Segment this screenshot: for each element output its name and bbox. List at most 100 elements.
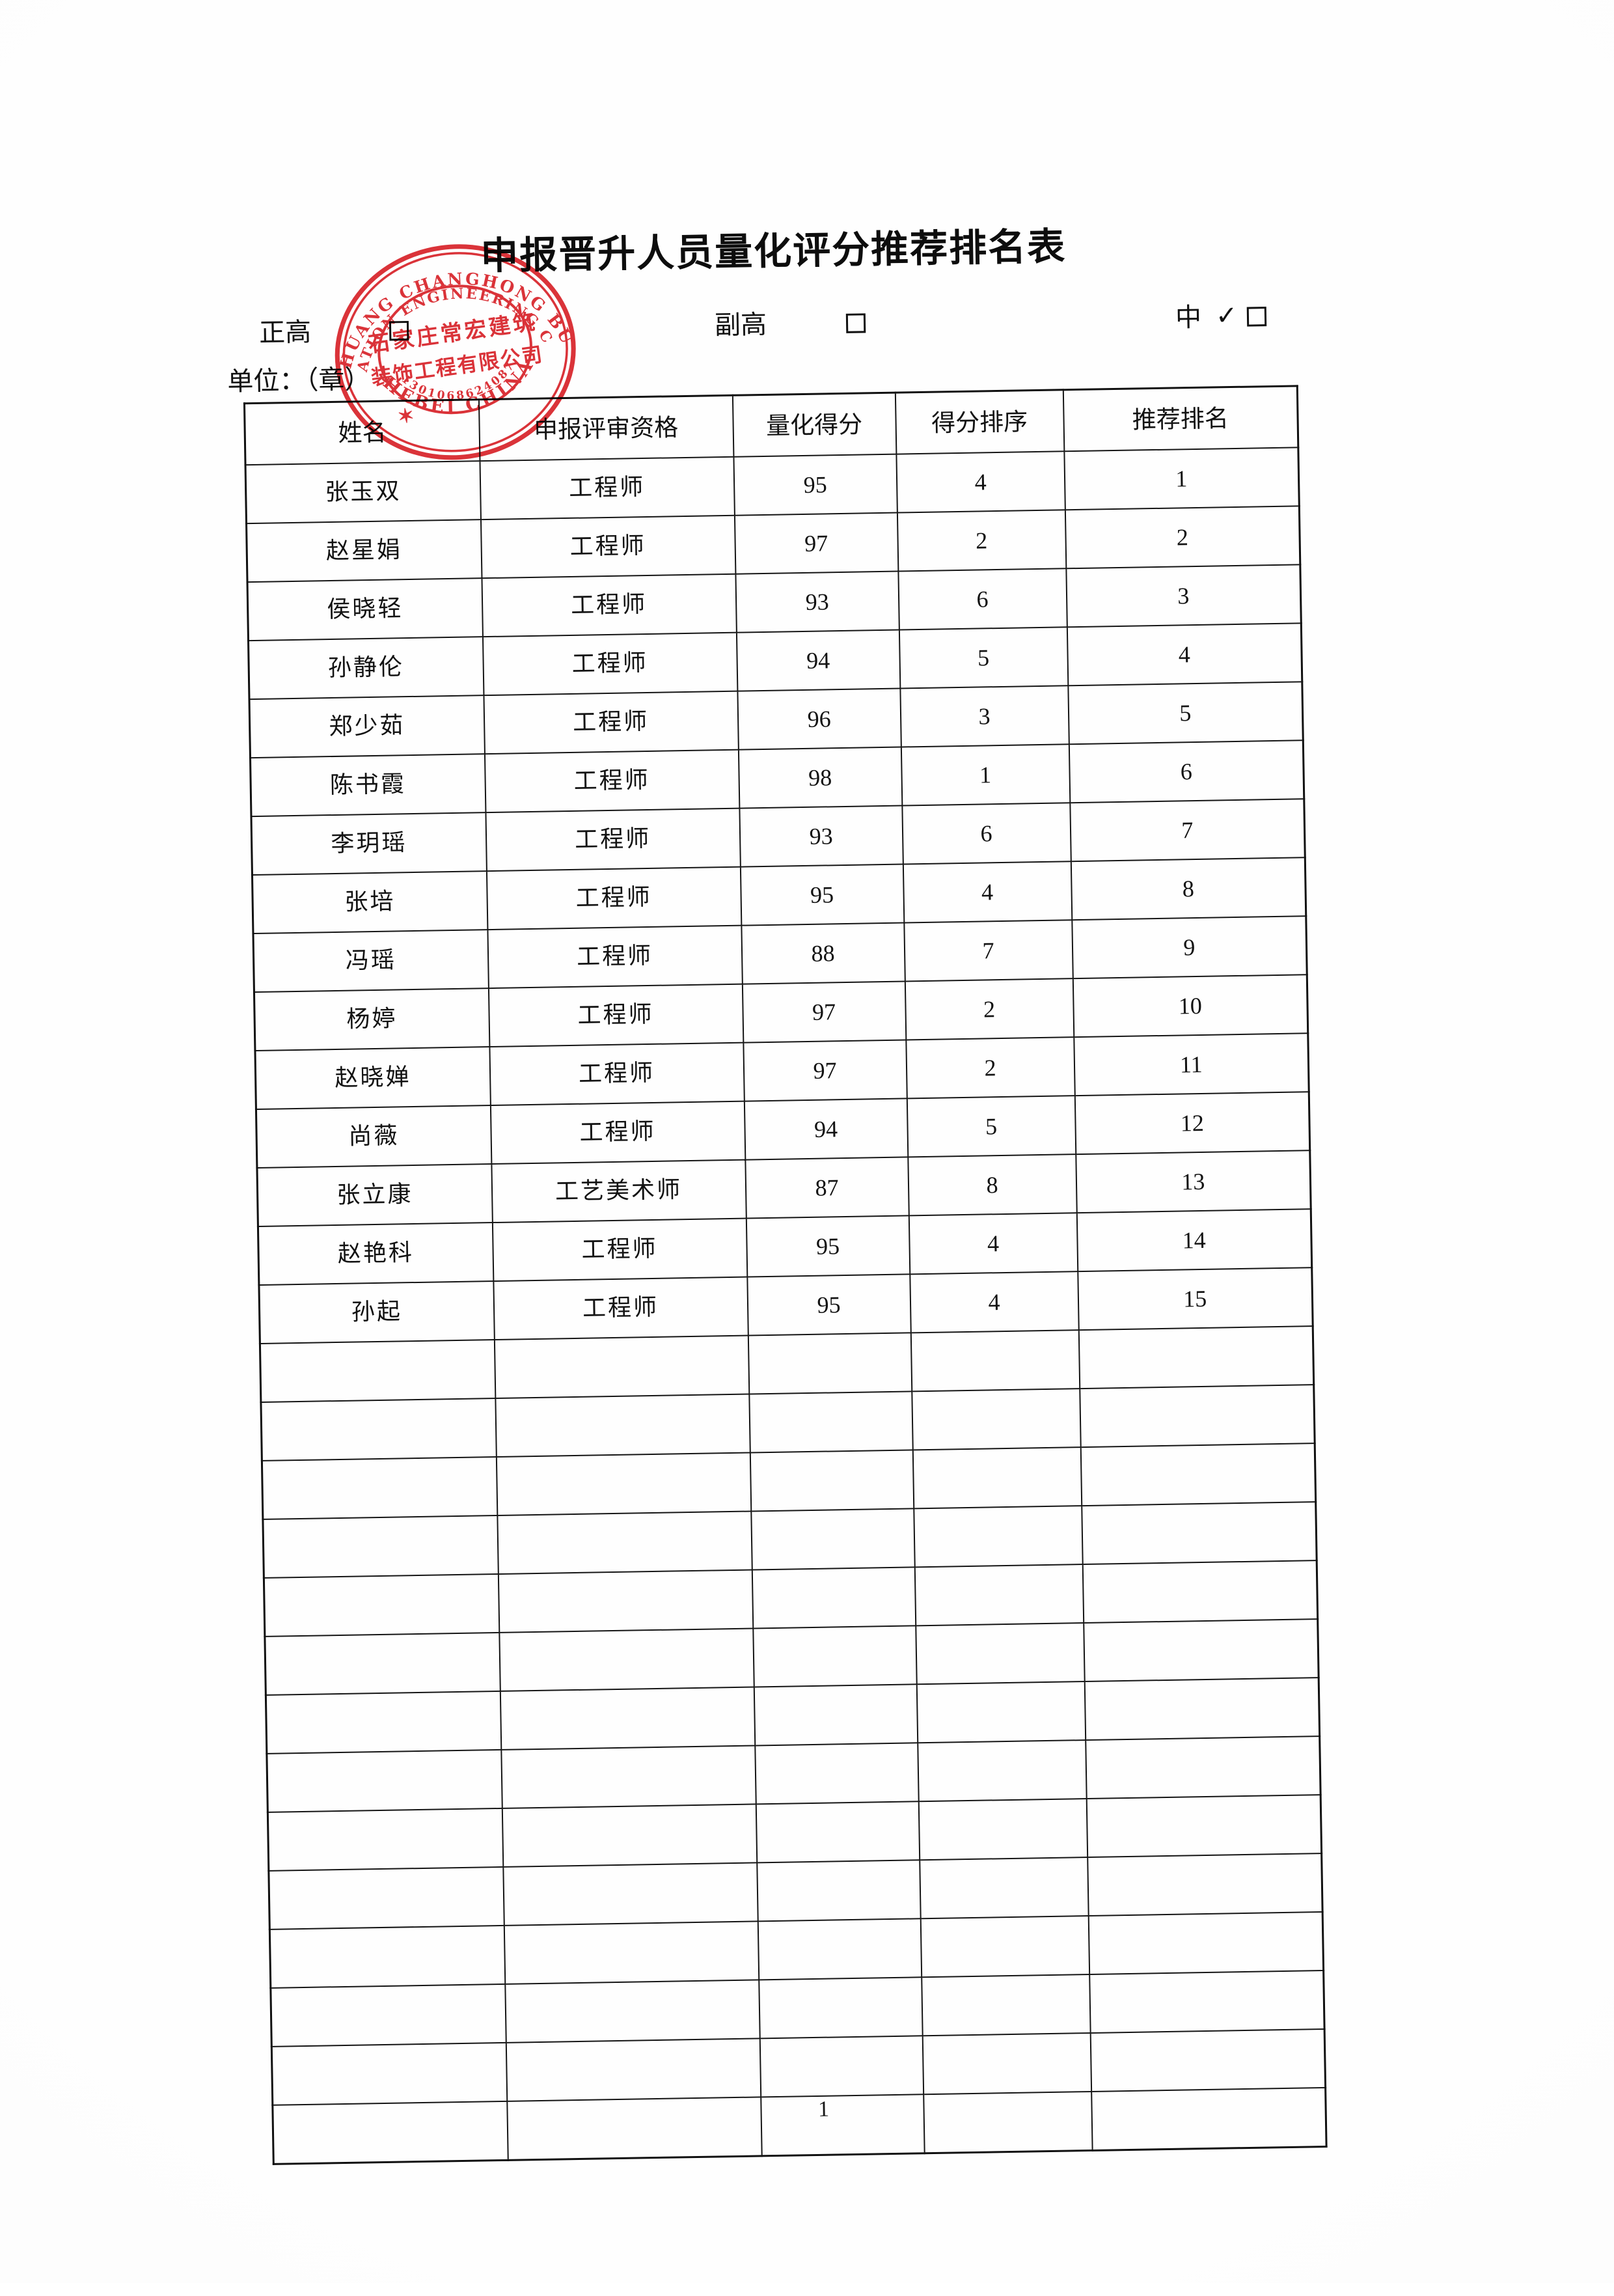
cell-empty <box>495 1394 750 1457</box>
cell-qualification: 工程师 <box>481 574 737 637</box>
svg-text:DECORATION ENGINEERING CO. LTD: DECORATION ENGINEERING CO. LTD. <box>307 204 558 381</box>
grade-option-fugao[interactable]: 副高 <box>714 309 866 341</box>
cell-empty <box>494 1335 749 1399</box>
cell-qualification: 工程师 <box>484 749 739 813</box>
column-header-name: 姓名 <box>244 399 480 465</box>
cell-empty <box>260 1398 497 1461</box>
cell-empty <box>917 1740 1087 1802</box>
grade-option-label: 正高 <box>258 317 312 348</box>
cell-name: 赵晓婵 <box>254 1047 491 1110</box>
cell-empty <box>1078 1326 1314 1389</box>
cell-recommend-rank: 9 <box>1071 916 1307 979</box>
cell-qualification: 工程师 <box>483 691 739 754</box>
cell-recommend-rank: 13 <box>1075 1150 1311 1213</box>
cell-recommend-rank: 14 <box>1076 1209 1312 1272</box>
cell-empty <box>269 1925 505 1988</box>
cell-empty <box>1080 1443 1316 1506</box>
cell-empty <box>268 1866 504 1929</box>
cell-recommend-rank: 3 <box>1065 564 1302 628</box>
cell-empty <box>1088 1912 1324 1974</box>
cell-name: 孙起 <box>258 1281 495 1344</box>
cell-recommend-rank: 4 <box>1067 623 1302 686</box>
column-header-score: 量化得分 <box>732 393 896 457</box>
cell-empty <box>506 2038 761 2101</box>
cell-qualification: 工程师 <box>479 456 735 520</box>
cell-score: 95 <box>746 1215 910 1277</box>
cell-empty <box>752 1567 916 1629</box>
cell-qualification: 工程师 <box>486 866 741 930</box>
cell-score-order: 6 <box>901 803 1071 864</box>
cell-qualification: 工程师 <box>489 1042 745 1106</box>
cell-qualification: 工程师 <box>493 1277 748 1340</box>
cell-empty <box>750 1508 915 1570</box>
unit-seal-label: 单位：（章） <box>227 364 371 397</box>
cell-empty <box>266 1749 502 1812</box>
cell-qualification: 工程师 <box>487 925 743 989</box>
cell-score-order: 5 <box>899 627 1068 689</box>
grade-option-zhenggao[interactable]: 正高 <box>258 317 409 348</box>
cell-empty <box>756 1801 920 1863</box>
cell-empty <box>919 1857 1089 1919</box>
cell-qualification: 工艺美术师 <box>491 1159 746 1223</box>
cell-empty <box>922 2032 1091 2095</box>
cell-score-order: 2 <box>905 1037 1075 1099</box>
checkbox-icon[interactable] <box>389 320 409 341</box>
cell-empty <box>914 1564 1084 1626</box>
cell-empty <box>754 1684 918 1746</box>
cell-empty <box>496 1452 751 1515</box>
cell-empty <box>918 1799 1087 1860</box>
grade-option-label: 副高 <box>714 309 767 341</box>
grade-option-zhong[interactable]: 中 ✓ <box>1175 300 1266 333</box>
cell-empty <box>1084 1678 1320 1741</box>
cell-empty <box>260 1340 495 1402</box>
cell-name: 张立康 <box>256 1164 493 1227</box>
cell-empty <box>266 1691 501 1754</box>
cell-empty <box>1089 1971 1325 2033</box>
cell-qualification: 工程师 <box>485 808 741 872</box>
cell-empty <box>754 1743 919 1805</box>
cell-qualification: 工程师 <box>492 1218 747 1282</box>
cell-empty <box>271 2042 507 2105</box>
cell-empty <box>499 1628 754 1691</box>
cell-empty <box>1086 1795 1322 1858</box>
checkbox-icon[interactable] <box>845 313 866 333</box>
cell-empty <box>1081 1502 1317 1565</box>
cell-empty <box>759 2036 923 2097</box>
cell-score-order: 3 <box>899 685 1069 747</box>
cell-recommend-rank: 11 <box>1073 1033 1309 1096</box>
column-header-score-order: 得分排序 <box>895 389 1064 454</box>
cell-name: 赵星娟 <box>246 519 482 583</box>
svg-text:装饰工程有限公司: 装饰工程有限公司 <box>370 343 545 391</box>
cell-empty <box>912 1447 1082 1509</box>
cell-score-order: 4 <box>903 861 1072 923</box>
cell-qualification: 工程师 <box>488 984 743 1047</box>
cell-empty <box>756 1860 921 1922</box>
cell-empty <box>262 1456 497 1519</box>
cell-empty <box>748 1333 912 1394</box>
cell-recommend-rank: 6 <box>1069 740 1304 803</box>
cell-recommend-rank: 1 <box>1063 447 1300 510</box>
column-header-recommend-rank: 推荐排名 <box>1063 385 1298 452</box>
cell-empty <box>752 1625 917 1687</box>
ranking-table-body: 张玉双 工程师 95 4 1 赵星娟 工程师 97 2 2 侯晓轻 工程师 93 6 3 孙静伦 工程师 94 5 4… <box>245 447 1327 2165</box>
checkbox-icon[interactable] <box>1246 307 1266 327</box>
cell-name: 杨婷 <box>254 988 489 1051</box>
cell-empty <box>497 1511 752 1574</box>
column-header-qualification: 申报评审资格 <box>478 395 733 462</box>
cell-empty <box>1079 1385 1315 1448</box>
cell-empty <box>1090 2029 1326 2092</box>
cell-recommend-rank: 2 <box>1065 506 1300 569</box>
cell-empty <box>916 1681 1086 1743</box>
cell-score-order: 1 <box>901 744 1070 806</box>
page-title: 申报晋升人员量化评分推荐排名表 <box>480 224 1067 279</box>
cell-empty <box>264 1573 499 1637</box>
cell-name: 侯晓轻 <box>247 578 483 641</box>
cell-empty <box>758 1918 922 1980</box>
cell-score: 88 <box>741 922 905 984</box>
checkmark-icon: ✓ <box>1215 300 1238 331</box>
cell-recommend-rank: 5 <box>1067 682 1304 745</box>
cell-score-order: 8 <box>907 1154 1077 1216</box>
cell-score: 87 <box>745 1157 909 1219</box>
cell-empty <box>915 1623 1085 1685</box>
